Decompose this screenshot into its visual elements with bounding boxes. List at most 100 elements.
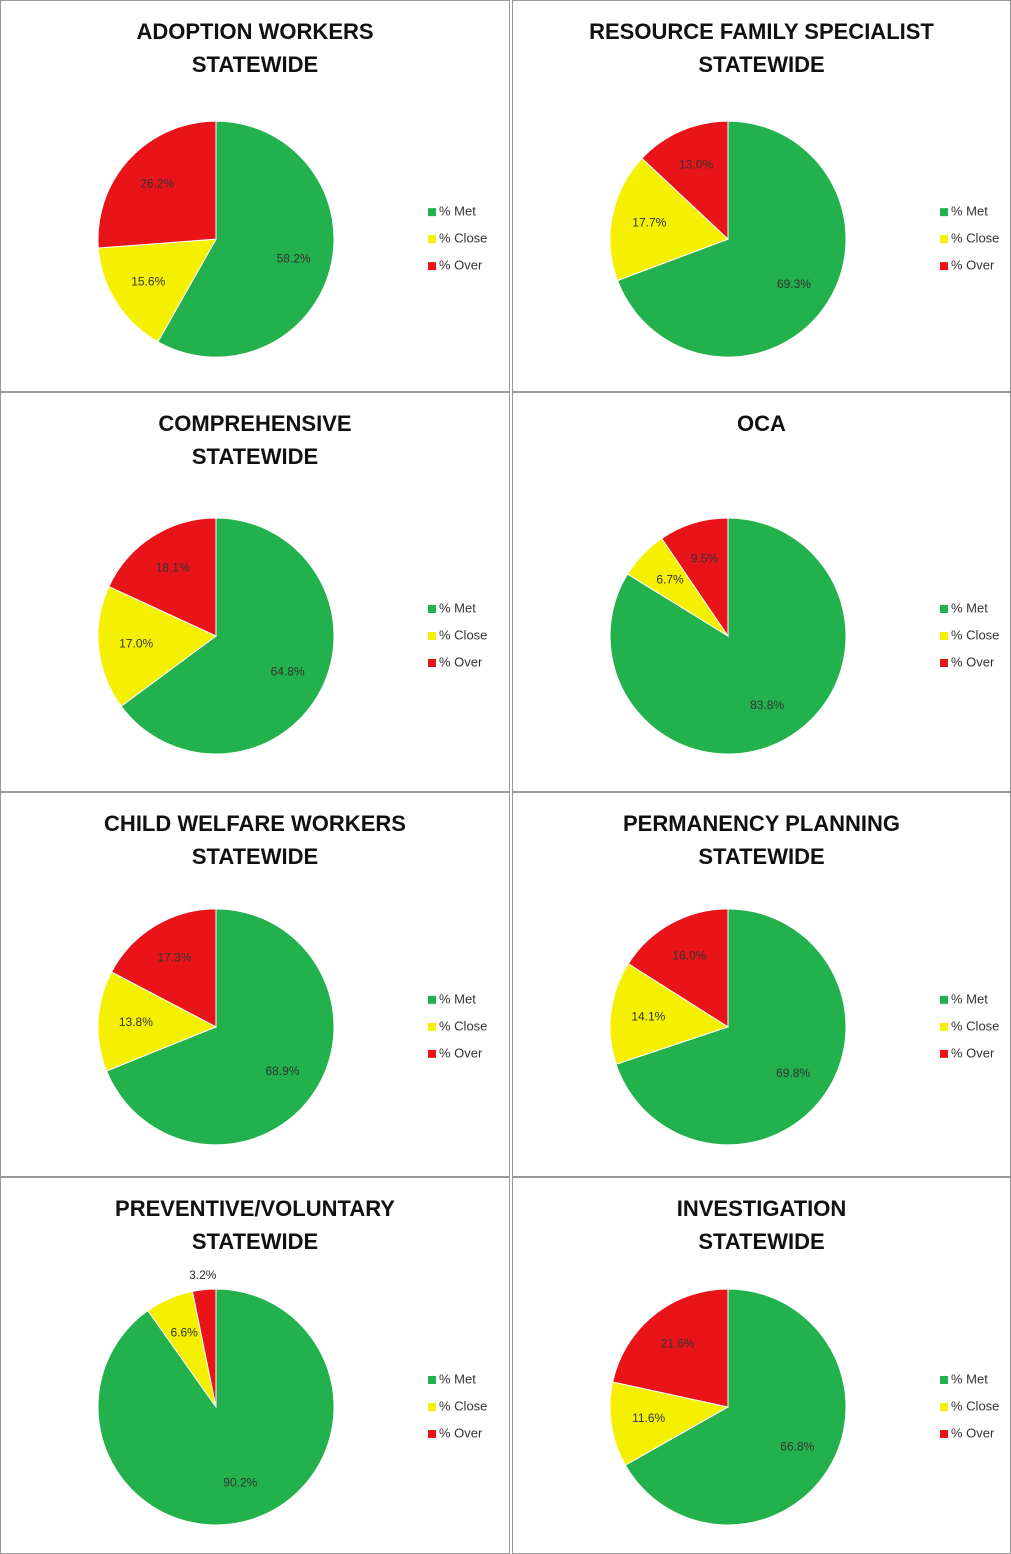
chart-subtitle: STATEWIDE — [698, 844, 824, 869]
pie-slice — [612, 1288, 729, 1408]
pie-slice — [609, 157, 729, 282]
pie-slice — [157, 120, 335, 358]
pie-slice — [110, 908, 217, 1028]
legend-label: % Over — [951, 654, 995, 669]
legend-swatch — [428, 995, 436, 1004]
legend-swatch — [940, 995, 948, 1004]
data-label: 90.2% — [223, 1476, 257, 1490]
legend-label: % Met — [951, 1371, 988, 1386]
data-label: 83.8% — [750, 698, 784, 712]
chart-title: INVESTIGATION — [677, 1196, 847, 1221]
legend-swatch — [940, 1022, 948, 1031]
data-label: 15.6% — [131, 274, 165, 288]
legend-swatch — [428, 1022, 436, 1031]
chart-subtitle: STATEWIDE — [698, 52, 824, 77]
legend-label: % Met — [439, 991, 476, 1006]
legend-swatch — [428, 235, 436, 244]
panel-border — [0, 792, 510, 1177]
data-label: 18.1% — [156, 561, 190, 575]
legend-swatch — [428, 632, 436, 640]
legend-label: % Over — [951, 258, 995, 273]
pie-slice — [615, 908, 847, 1146]
pie-slice — [624, 1288, 847, 1526]
legend-swatch — [428, 262, 436, 271]
chart-subtitle: STATEWIDE — [192, 444, 318, 469]
pie-slice — [609, 1381, 730, 1466]
legend-swatch — [428, 208, 436, 217]
data-label: 6.6% — [170, 1326, 198, 1340]
chart-subtitle: STATEWIDE — [698, 1229, 824, 1254]
panel-border — [0, 392, 510, 792]
pie-slice — [627, 908, 729, 1028]
chart-title: CHILD WELFARE WORKERS — [104, 811, 406, 836]
legend-label: % Met — [951, 991, 988, 1006]
data-label: 17.0% — [119, 636, 153, 650]
data-label: 14.1% — [631, 1009, 665, 1023]
pie-slice — [97, 238, 217, 343]
chart-title: OCA — [737, 411, 786, 436]
data-label: 21.6% — [661, 1337, 695, 1351]
data-label: 17.7% — [632, 216, 666, 230]
pie-chart: PERMANENCY PLANNING STATEWIDE 69.8% 14.1% 16… — [512, 792, 1011, 1177]
pie-slice — [120, 517, 335, 755]
legend-label: % Over — [439, 258, 483, 273]
legend-swatch — [428, 1429, 436, 1438]
legend-swatch — [940, 1049, 948, 1058]
legend-label: % Over — [439, 1425, 483, 1440]
data-label: 68.9% — [265, 1064, 299, 1078]
legend-label: % Met — [951, 600, 988, 615]
legend-label: % Met — [439, 600, 476, 615]
legend-label: % Close — [439, 627, 487, 642]
chart-subtitle: STATEWIDE — [192, 52, 318, 77]
pie-chart: ADOPTION WORKERS STATEWIDE 58.2% 15.6% 26.2%… — [0, 0, 510, 392]
pie-chart: RESOURCE FAMILY SPECIALIST STATEWIDE 69.3%… — [512, 0, 1011, 392]
data-label: 13.8% — [119, 1015, 153, 1029]
pie-slice — [660, 517, 729, 638]
legend-swatch — [428, 1402, 436, 1411]
legend-swatch — [428, 659, 436, 667]
legend-label: % Over — [439, 654, 483, 669]
legend-label: % Over — [951, 1045, 995, 1060]
pie-chart: COMPREHENSIVE STATEWIDE 64.8% 17.0% 18.1% % M… — [0, 392, 510, 792]
pie-slice — [108, 517, 217, 637]
legend-swatch — [940, 235, 948, 244]
legend-swatch — [428, 1049, 436, 1058]
data-label: 69.3% — [777, 277, 811, 291]
pie-slice — [97, 120, 217, 249]
legend-label: % Over — [951, 1425, 995, 1440]
legend-label: % Close — [951, 1018, 999, 1033]
legend-swatch — [940, 605, 948, 613]
chart-subtitle: STATEWIDE — [192, 1229, 318, 1254]
legend-label: % Close — [439, 1018, 487, 1033]
pie-slice — [97, 585, 217, 707]
data-label: 69.8% — [776, 1066, 810, 1080]
data-label: 13.0% — [679, 158, 713, 172]
data-label: 3.2% — [189, 1268, 217, 1282]
chart-title: ADOPTION WORKERS — [136, 19, 373, 44]
data-label: 6.7% — [656, 573, 684, 587]
legend-swatch — [940, 262, 948, 271]
data-label: 64.8% — [271, 664, 305, 678]
legend-label: % Met — [951, 204, 988, 219]
chart-title: PERMANENCY PLANNING — [623, 811, 900, 836]
pie-slice — [105, 908, 335, 1146]
legend-label: % Close — [951, 1398, 999, 1413]
pie-chart: OCA 83.8% 6.7% 9.5% % Met % Close % Over — [512, 392, 1011, 792]
pie-slice — [616, 120, 847, 358]
chart-title: COMPREHENSIVE — [158, 411, 351, 436]
legend-label: % Met — [439, 204, 476, 219]
legend-swatch — [940, 659, 948, 667]
legend-swatch — [940, 632, 948, 640]
legend-swatch — [428, 605, 436, 613]
data-label: 26.2% — [140, 177, 174, 191]
legend-label: % Close — [439, 231, 487, 246]
chart-title: PREVENTIVE/VOLUNTARY — [115, 1196, 395, 1221]
chart-subtitle: STATEWIDE — [192, 844, 318, 869]
pie-chart: CHILD WELFARE WORKERS STATEWIDE 68.9% 13.8%… — [0, 792, 510, 1177]
pie-slice — [97, 971, 218, 1072]
data-label: 17.3% — [157, 950, 191, 964]
data-label: 9.5% — [691, 551, 719, 565]
data-label: 58.2% — [277, 252, 311, 266]
data-label: 16.0% — [672, 949, 706, 963]
